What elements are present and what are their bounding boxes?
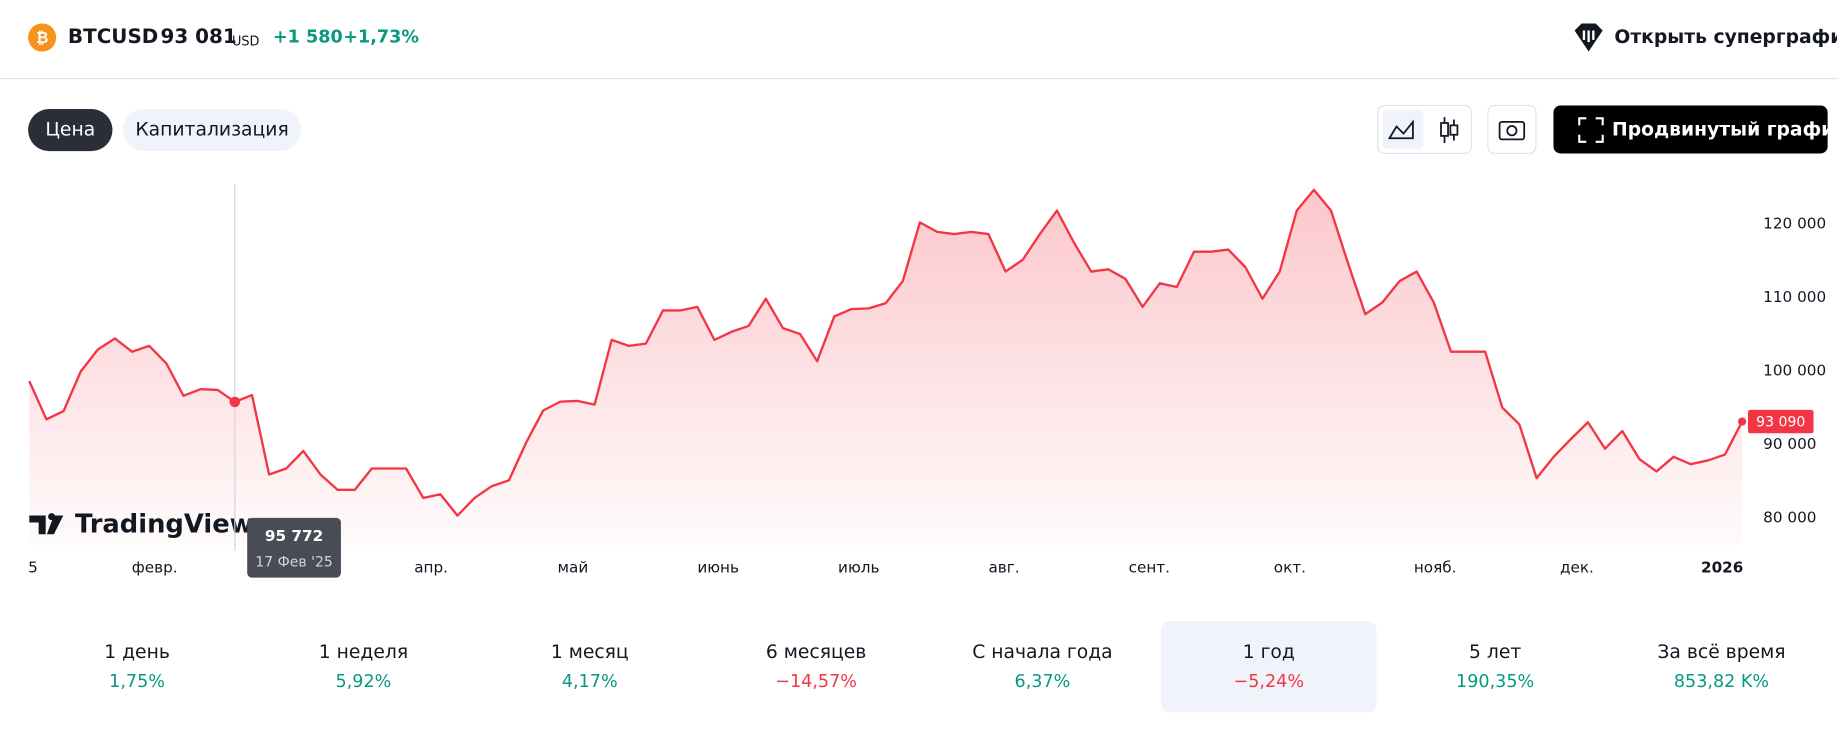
- x-label: 2026: [1701, 559, 1743, 577]
- tab-cap[interactable]: [123, 108, 302, 152]
- x-label: апр.: [414, 559, 448, 577]
- x-label: 5: [28, 559, 38, 577]
- last-price-box: [1747, 409, 1814, 434]
- change-percent: +1,73%: [343, 27, 419, 47]
- period-selected-bg: [1161, 620, 1377, 713]
- y-tick-label: 110 000: [1763, 288, 1826, 306]
- candle-icon-body: [1440, 122, 1449, 137]
- y-tick-label: 120 000: [1763, 214, 1826, 232]
- price-line: [28, 188, 1744, 517]
- period-name: 1 год: [1243, 642, 1295, 663]
- price: 93 081: [161, 25, 237, 48]
- chart: 80 000 90 000 100 000 110 000 120 000 Trading…: [28, 183, 1826, 578]
- fullscreen-icon: [1578, 117, 1604, 143]
- period-button[interactable]: [1387, 621, 1603, 712]
- period-name: 1 месяц: [551, 642, 629, 663]
- period-button[interactable]: [29, 621, 245, 712]
- supergraph-text: Открыть суперграфик: [1614, 27, 1837, 48]
- x-label: дек.: [1560, 559, 1594, 577]
- watermark-logo: [29, 513, 64, 535]
- period-name: 5 лет: [1469, 642, 1521, 663]
- bitcoin-icon: [28, 23, 57, 52]
- x-label: окт.: [1274, 559, 1306, 577]
- period-button[interactable]: [482, 621, 698, 712]
- y-tick-label: 90 000: [1763, 435, 1816, 453]
- period-name: С начала года: [972, 642, 1112, 663]
- change: +1 580: [273, 27, 343, 47]
- period-change: −5,24%: [1234, 672, 1305, 692]
- x-label: сент.: [1129, 559, 1170, 577]
- bitcoin-glyph: ₿: [36, 29, 48, 47]
- tooltip-box: [247, 517, 341, 578]
- period-name: 6 месяцев: [766, 642, 866, 663]
- period-change: 4,17%: [562, 672, 618, 692]
- period-change: 190,35%: [1456, 672, 1534, 692]
- period-name: 1 день: [104, 642, 170, 663]
- symbol: BTCUSD: [68, 25, 158, 48]
- period-button[interactable]: [935, 621, 1151, 712]
- tooltip-value: 95 772: [265, 527, 323, 545]
- candle-style-button[interactable]: [1440, 117, 1459, 143]
- snapshot-button[interactable]: [1487, 104, 1537, 155]
- area: [29, 189, 1743, 545]
- x-label: нояб.: [1414, 559, 1457, 577]
- period-name: За всё время: [1657, 642, 1785, 663]
- area-style-button[interactable]: [1382, 110, 1424, 149]
- tooltip-date: 17 Фев '25: [255, 554, 333, 570]
- watermark: TradingView: [75, 509, 254, 539]
- period-name: 1 неделя: [319, 642, 408, 663]
- period-button[interactable]: [1614, 621, 1830, 712]
- period-change: 1,75%: [109, 672, 165, 692]
- y-tick-label: 100 000: [1763, 361, 1826, 379]
- period-button[interactable]: [1161, 621, 1377, 712]
- camera-lens: [1506, 125, 1518, 137]
- x-label: июль: [838, 559, 879, 577]
- x-label: авг.: [988, 559, 1019, 577]
- advanced-button[interactable]: [1553, 105, 1828, 154]
- tab-cap-label: Капитализация: [135, 120, 288, 141]
- period-button[interactable]: [256, 621, 472, 712]
- x-label: май: [558, 559, 589, 577]
- period-change: 853,82 K%: [1674, 672, 1769, 692]
- x-label: февр.: [132, 559, 178, 577]
- diamond-icon-detail: [1582, 30, 1595, 43]
- area-icon: [1387, 119, 1414, 140]
- tab-price-label: Цена: [45, 120, 95, 141]
- advanced-button-label: Продвинутый график: [1612, 120, 1837, 141]
- camera-icon: [1498, 120, 1526, 141]
- period-change: 5,92%: [336, 672, 392, 692]
- supergraph-link[interactable]: Открыть суперграфик: [1574, 23, 1837, 52]
- period-button[interactable]: [708, 621, 924, 712]
- periods: 1 день 1,75% 1 неделя 5,92% 1 месяц 4,17% 6 ме…: [29, 620, 1830, 713]
- x-label: июнь: [697, 559, 739, 577]
- last-dot: [1738, 417, 1747, 426]
- period-change: −14,57%: [775, 672, 857, 692]
- hover-dot: [229, 396, 241, 408]
- last-price-label: 93 090: [1756, 415, 1805, 431]
- currency: USD: [232, 35, 260, 50]
- period-change: 6,37%: [1015, 672, 1071, 692]
- tab-price[interactable]: [28, 108, 113, 152]
- y-tick-label: 80 000: [1763, 508, 1816, 526]
- candle-icon-body: [1449, 124, 1459, 136]
